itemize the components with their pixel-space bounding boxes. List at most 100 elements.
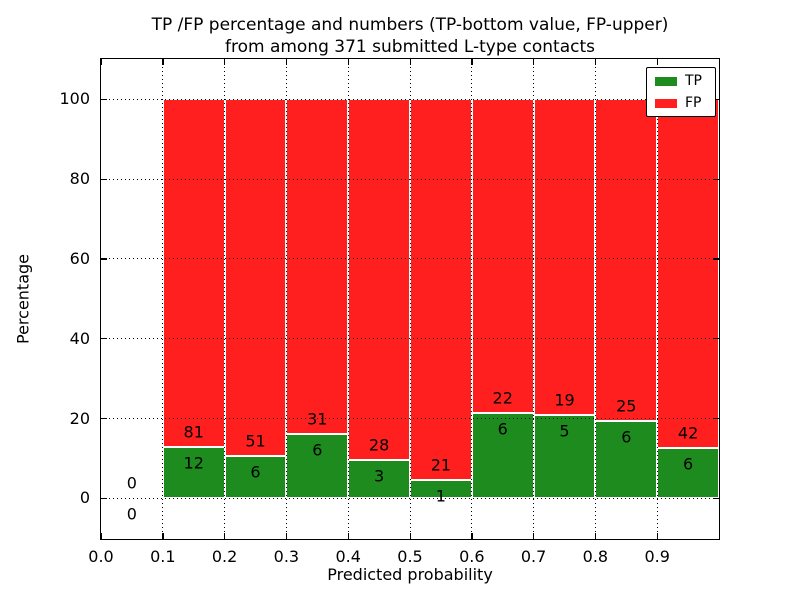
- x-tick-label: 0.6: [459, 547, 485, 566]
- tp-count-label: 0: [126, 504, 137, 524]
- y-tick-mark: [101, 258, 107, 260]
- x-tick-mark: [533, 533, 535, 539]
- legend: TP FP: [646, 67, 716, 117]
- fp-count-label: 22: [492, 388, 513, 408]
- chart-title-line1: TP /FP percentage and numbers (TP-bottom…: [151, 15, 669, 35]
- y-tick-mark: [101, 98, 107, 101]
- x-tick-label: 0.4: [335, 547, 361, 566]
- legend-label-fp: FP: [685, 95, 702, 111]
- fp-count-label: 31: [307, 409, 328, 429]
- y-tick-mark: [713, 338, 719, 340]
- tp-count-label: 6: [250, 462, 261, 482]
- x-tick-label: 0.3: [273, 547, 300, 566]
- fp-count-label: 25: [616, 396, 637, 416]
- legend-label-tp: TP: [685, 73, 702, 89]
- x-tick-label: 0.8: [582, 547, 609, 566]
- fp-count-label: 51: [245, 431, 266, 451]
- fp-swatch-icon: [655, 98, 677, 108]
- bar-fp-segment: [348, 99, 410, 460]
- x-tick-label: 0.0: [88, 547, 114, 566]
- bar-fp-segment: [162, 99, 225, 447]
- bar-tp-segment: [348, 459, 410, 499]
- x-tick-mark: [285, 59, 288, 65]
- x-tick-mark: [594, 59, 597, 65]
- tp-count-label: 5: [559, 421, 570, 441]
- y-tick-mark: [713, 98, 719, 101]
- x-gridline: [594, 59, 596, 539]
- chart-title-line2: from among 371 submitted L-type contacts: [224, 37, 595, 57]
- x-gridline: [162, 59, 164, 539]
- x-gridline: [285, 59, 287, 539]
- y-tick-label: 100: [59, 89, 90, 109]
- x-gridline: [224, 59, 226, 539]
- tp-count-label: 6: [621, 427, 632, 447]
- chart-title: TP /FP percentage and numbers (TP-bottom…: [90, 14, 730, 58]
- bar-fp-segment: [595, 99, 658, 422]
- y-tick-mark: [713, 178, 719, 180]
- x-tick-mark: [594, 533, 597, 539]
- bar-fp-segment: [471, 99, 534, 413]
- bar-tp-segment: [224, 456, 287, 499]
- bar-tp-segment: [657, 448, 719, 499]
- x-tick-mark: [347, 59, 349, 65]
- x-tick-mark: [409, 59, 411, 65]
- x-tick-mark: [162, 59, 164, 65]
- bar-fp-segment: [657, 99, 719, 449]
- fp-count-label: 28: [368, 435, 390, 455]
- y-tick-mark: [101, 497, 107, 500]
- y-tick-mark: [713, 418, 719, 420]
- tp-count-label: 12: [183, 453, 204, 473]
- x-tick-mark: [100, 533, 102, 539]
- tp-swatch-icon: [655, 76, 677, 86]
- y-tick-mark: [101, 338, 107, 340]
- y-tick-mark: [101, 178, 107, 180]
- tp-count-label: 6: [683, 454, 694, 474]
- x-tick-mark: [471, 59, 473, 65]
- x-tick-mark: [100, 59, 102, 65]
- x-tick-mark: [409, 533, 411, 539]
- x-tick-label: 0.7: [520, 547, 547, 566]
- fp-count-label: 19: [554, 390, 575, 410]
- x-tick-label: 0.5: [397, 547, 423, 566]
- bar-fp-segment: [224, 99, 287, 457]
- x-tick-mark: [533, 59, 535, 65]
- x-tick-label: 0.2: [211, 547, 238, 566]
- legend-item-fp: FP: [655, 96, 707, 110]
- y-tick-label: 20: [69, 408, 90, 428]
- y-axis-label: Percentage: [13, 254, 33, 345]
- x-tick-mark: [347, 533, 349, 539]
- x-tick-mark: [224, 533, 226, 539]
- fp-count-label: 42: [677, 423, 699, 443]
- y-tick-label: 60: [69, 248, 90, 268]
- x-gridline: [471, 59, 473, 539]
- x-tick-label: 0.1: [150, 547, 176, 566]
- x-gridline: [533, 59, 535, 539]
- bar-fp-segment: [533, 99, 596, 416]
- bar-fp-segment: [286, 99, 349, 434]
- y-tick-label: 0: [79, 488, 90, 508]
- x-tick-mark: [162, 533, 164, 539]
- y-tick-label: 40: [69, 328, 90, 348]
- tp-count-label: 3: [374, 466, 385, 486]
- x-tick-mark: [656, 59, 658, 65]
- x-gridline: [347, 59, 349, 539]
- x-gridline: [409, 59, 411, 539]
- y-tick-mark: [713, 258, 719, 260]
- x-tick-mark: [224, 59, 226, 65]
- x-tick-mark: [656, 533, 658, 539]
- y-tick-label: 80: [69, 169, 90, 189]
- tp-count-label: 6: [312, 440, 323, 460]
- legend-item-tp: TP: [655, 74, 707, 88]
- bar-fp-segment: [410, 99, 472, 481]
- tp-count-label: 6: [497, 419, 508, 439]
- bar-tp-segment: [162, 446, 225, 499]
- y-tick-mark: [101, 418, 107, 420]
- y-tick-mark: [713, 497, 719, 500]
- fp-count-label: 81: [183, 422, 204, 442]
- x-gridline: [656, 59, 658, 539]
- x-tick-mark: [285, 533, 288, 539]
- x-axis-label: Predicted probability: [327, 565, 493, 584]
- x-tick-label: 0.9: [644, 547, 670, 566]
- tp-count-label: 1: [435, 486, 446, 506]
